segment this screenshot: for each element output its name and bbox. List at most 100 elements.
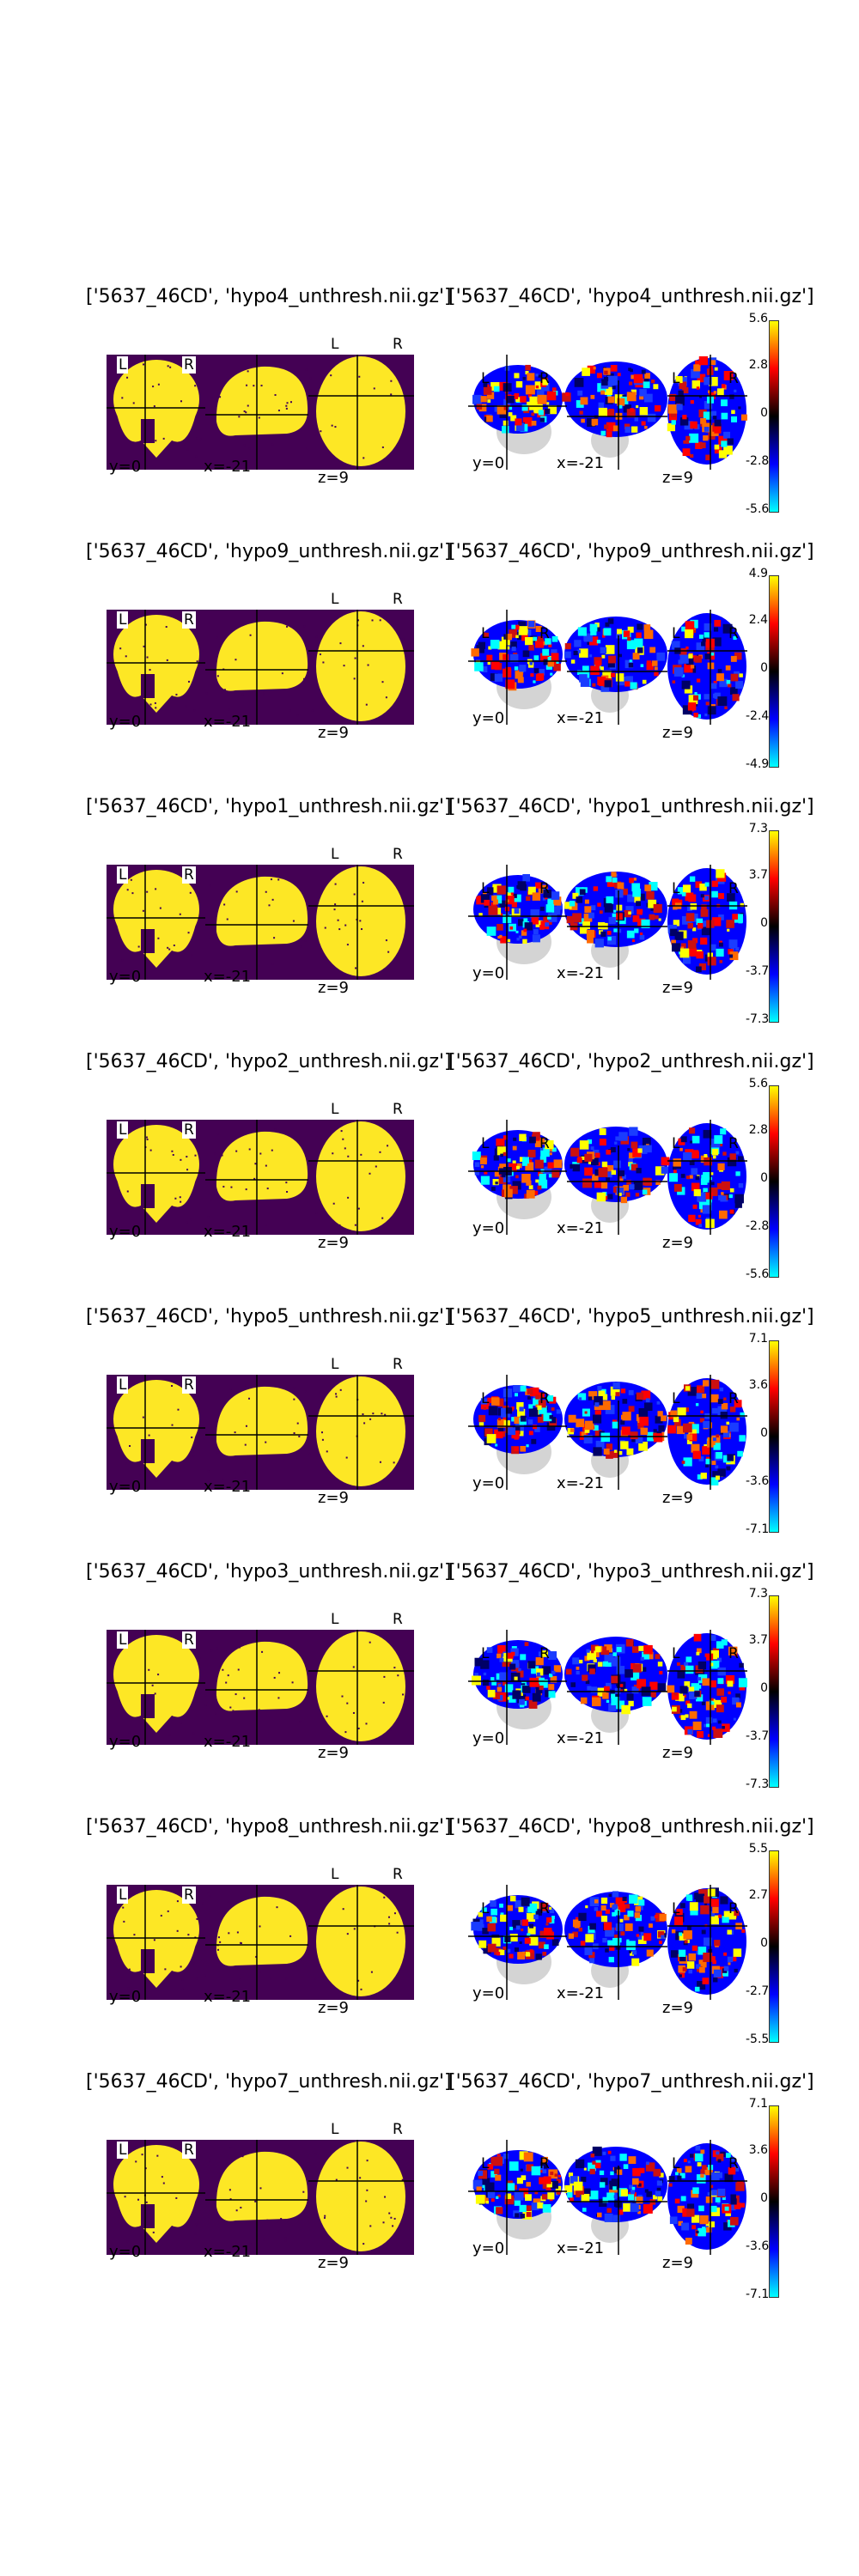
cut-coordinate-label: y=0 — [109, 713, 142, 731]
colorbar-tick-label: -2.4 — [746, 709, 770, 723]
axial-brain-mask — [316, 2142, 405, 2251]
orientation-right-label: R — [728, 370, 739, 387]
colorbar — [769, 830, 779, 1023]
cut-coordinate-label: z=9 — [662, 2254, 693, 2272]
colorbar-tick-label: -5.6 — [746, 1267, 770, 1281]
orientation-left-label: L — [329, 1356, 341, 1373]
cut-coordinate-label: y=0 — [472, 2239, 505, 2257]
orientation-right-label: R — [182, 611, 196, 629]
orientation-left-label: L — [672, 370, 680, 387]
orientation-right-label: R — [182, 866, 196, 884]
mask-panel-title: ['5637_46CD', 'hypo7_unthresh.nii.gz'] — [86, 2071, 452, 2093]
cut-coordinate-label: x=-21 — [204, 1733, 252, 1751]
cut-coordinate-label: y=0 — [109, 1733, 142, 1751]
stat-map-strip — [468, 2140, 747, 2255]
mask-panel-title: ['5637_46CD', 'hypo2_unthresh.nii.gz'] — [86, 1051, 452, 1072]
colorbar-tick-label: 0 — [760, 2191, 768, 2205]
orientation-left-label: L — [329, 2121, 341, 2138]
mask-image-strip — [107, 865, 414, 980]
colorbar-tick-label: 3.7 — [748, 1633, 768, 1647]
colorbar — [769, 575, 779, 768]
colorbar — [769, 1595, 779, 1788]
cut-coordinate-label: y=0 — [472, 1219, 505, 1237]
orientation-left-label: L — [329, 1866, 341, 1883]
mask-panel-title: ['5637_46CD', 'hypo1_unthresh.nii.gz'] — [86, 796, 452, 817]
stat-map-strip — [468, 1120, 747, 1235]
orientation-right-label: R — [391, 1356, 405, 1373]
orientation-right-label: R — [391, 591, 405, 608]
mask-image-strip — [107, 1375, 414, 1490]
orientation-left-label: L — [672, 1390, 680, 1407]
mask-image-strip — [107, 2140, 414, 2255]
sagittal-brain-mask — [216, 1131, 308, 1201]
orientation-left-label: L — [329, 1611, 341, 1628]
orientation-right-label: R — [728, 880, 739, 897]
colorbar-tick-label: -2.8 — [746, 1219, 770, 1233]
stat-panel-title: ['5637_46CD', 'hypo5_unthresh.nii.gz'] — [448, 1306, 814, 1327]
sagittal-brain-mask — [216, 1896, 308, 1966]
orientation-right-label: R — [728, 1900, 739, 1917]
orientation-right-label: R — [539, 370, 550, 387]
stat-panel-title: ['5637_46CD', 'hypo9_unthresh.nii.gz'] — [448, 541, 814, 562]
axial-brain-mask — [316, 611, 405, 721]
orientation-left-label: L — [329, 591, 341, 608]
orientation-left-label: L — [481, 880, 490, 897]
stat-panel-title: ['5637_46CD', 'hypo7_unthresh.nii.gz'] — [448, 2071, 814, 2093]
cut-coordinate-label: z=9 — [662, 1489, 693, 1507]
colorbar-tick-label: 3.6 — [748, 2143, 768, 2157]
mask-image-strip — [107, 355, 414, 470]
colorbar — [769, 1085, 779, 1278]
colorbar-tick-label: -7.3 — [746, 1012, 770, 1026]
cut-coordinate-label: y=0 — [109, 1223, 142, 1241]
orientation-right-label: R — [539, 880, 550, 897]
orientation-right-label: R — [391, 846, 405, 863]
figure-row: ['5637_46CD', 'hypo8_unthresh.nii.gz'] ['… — [0, 1816, 859, 2069]
cut-coordinate-label: z=9 — [318, 1999, 349, 2017]
mask-panel-title: ['5637_46CD', 'hypo3_unthresh.nii.gz'] — [86, 1561, 452, 1583]
colorbar-tick-label: 2.8 — [748, 1123, 768, 1137]
cut-coordinate-label: y=0 — [109, 458, 142, 476]
cut-coordinate-label: z=9 — [662, 979, 693, 997]
colorbar-tick-label: -7.1 — [746, 1522, 770, 1536]
cut-coordinate-label: z=9 — [662, 469, 693, 487]
orientation-left-label: L — [672, 1900, 680, 1917]
colorbar-tick-label: -3.6 — [746, 1474, 770, 1488]
figure-row: ['5637_46CD', 'hypo1_unthresh.nii.gz'] ['… — [0, 796, 859, 1049]
colorbar — [769, 2105, 779, 2298]
colorbar-tick-label: 5.5 — [748, 1842, 768, 1856]
colorbar-tick-label: 2.4 — [748, 613, 768, 627]
colorbar-tick-label: 2.7 — [748, 1888, 768, 1902]
colorbar-tick-label: 0 — [760, 1681, 768, 1695]
axial-brain-mask — [316, 1631, 405, 1741]
axial-brain-mask — [316, 1121, 405, 1231]
stat-panel-title: ['5637_46CD', 'hypo2_unthresh.nii.gz'] — [448, 1051, 814, 1072]
orientation-right-label: R — [182, 2142, 196, 2159]
orientation-left-label: L — [117, 356, 129, 374]
orientation-right-label: R — [539, 2155, 550, 2172]
cut-coordinate-label: x=-21 — [557, 1474, 605, 1492]
colorbar-tick-label: -5.5 — [746, 2032, 770, 2046]
cut-coordinate-label: y=0 — [472, 1729, 505, 1747]
colorbar-tick-label: 0 — [760, 1171, 768, 1185]
stat-panel-title: ['5637_46CD', 'hypo3_unthresh.nii.gz'] — [448, 1561, 814, 1583]
orientation-left-label: L — [117, 1376, 129, 1394]
cut-coordinate-label: x=-21 — [557, 454, 605, 472]
cut-coordinate-label: z=9 — [318, 2254, 349, 2272]
mask-panel-title: ['5637_46CD', 'hypo8_unthresh.nii.gz'] — [86, 1816, 452, 1838]
cut-coordinate-label: y=0 — [109, 1478, 142, 1496]
orientation-right-label: R — [539, 625, 550, 642]
mask-panel-title: ['5637_46CD', 'hypo9_unthresh.nii.gz'] — [86, 541, 452, 562]
colorbar-tick-label: -3.7 — [746, 1729, 770, 1743]
cut-coordinate-label: y=0 — [109, 968, 142, 986]
cut-coordinate-label: x=-21 — [204, 1988, 252, 2006]
colorbar-tick-label: -2.7 — [746, 1984, 770, 1998]
sagittal-brain-mask — [216, 876, 308, 946]
orientation-left-label: L — [481, 625, 490, 642]
colorbar-tick-label: 4.9 — [748, 567, 768, 580]
stat-map-strip — [468, 355, 747, 470]
stat-map-strip — [468, 1885, 747, 2000]
orientation-left-label: L — [672, 2155, 680, 2172]
figure-row: ['5637_46CD', 'hypo9_unthresh.nii.gz'] ['… — [0, 541, 859, 794]
cut-coordinate-label: x=-21 — [557, 1984, 605, 2002]
figure-row: ['5637_46CD', 'hypo4_unthresh.nii.gz'] ['… — [0, 286, 859, 539]
